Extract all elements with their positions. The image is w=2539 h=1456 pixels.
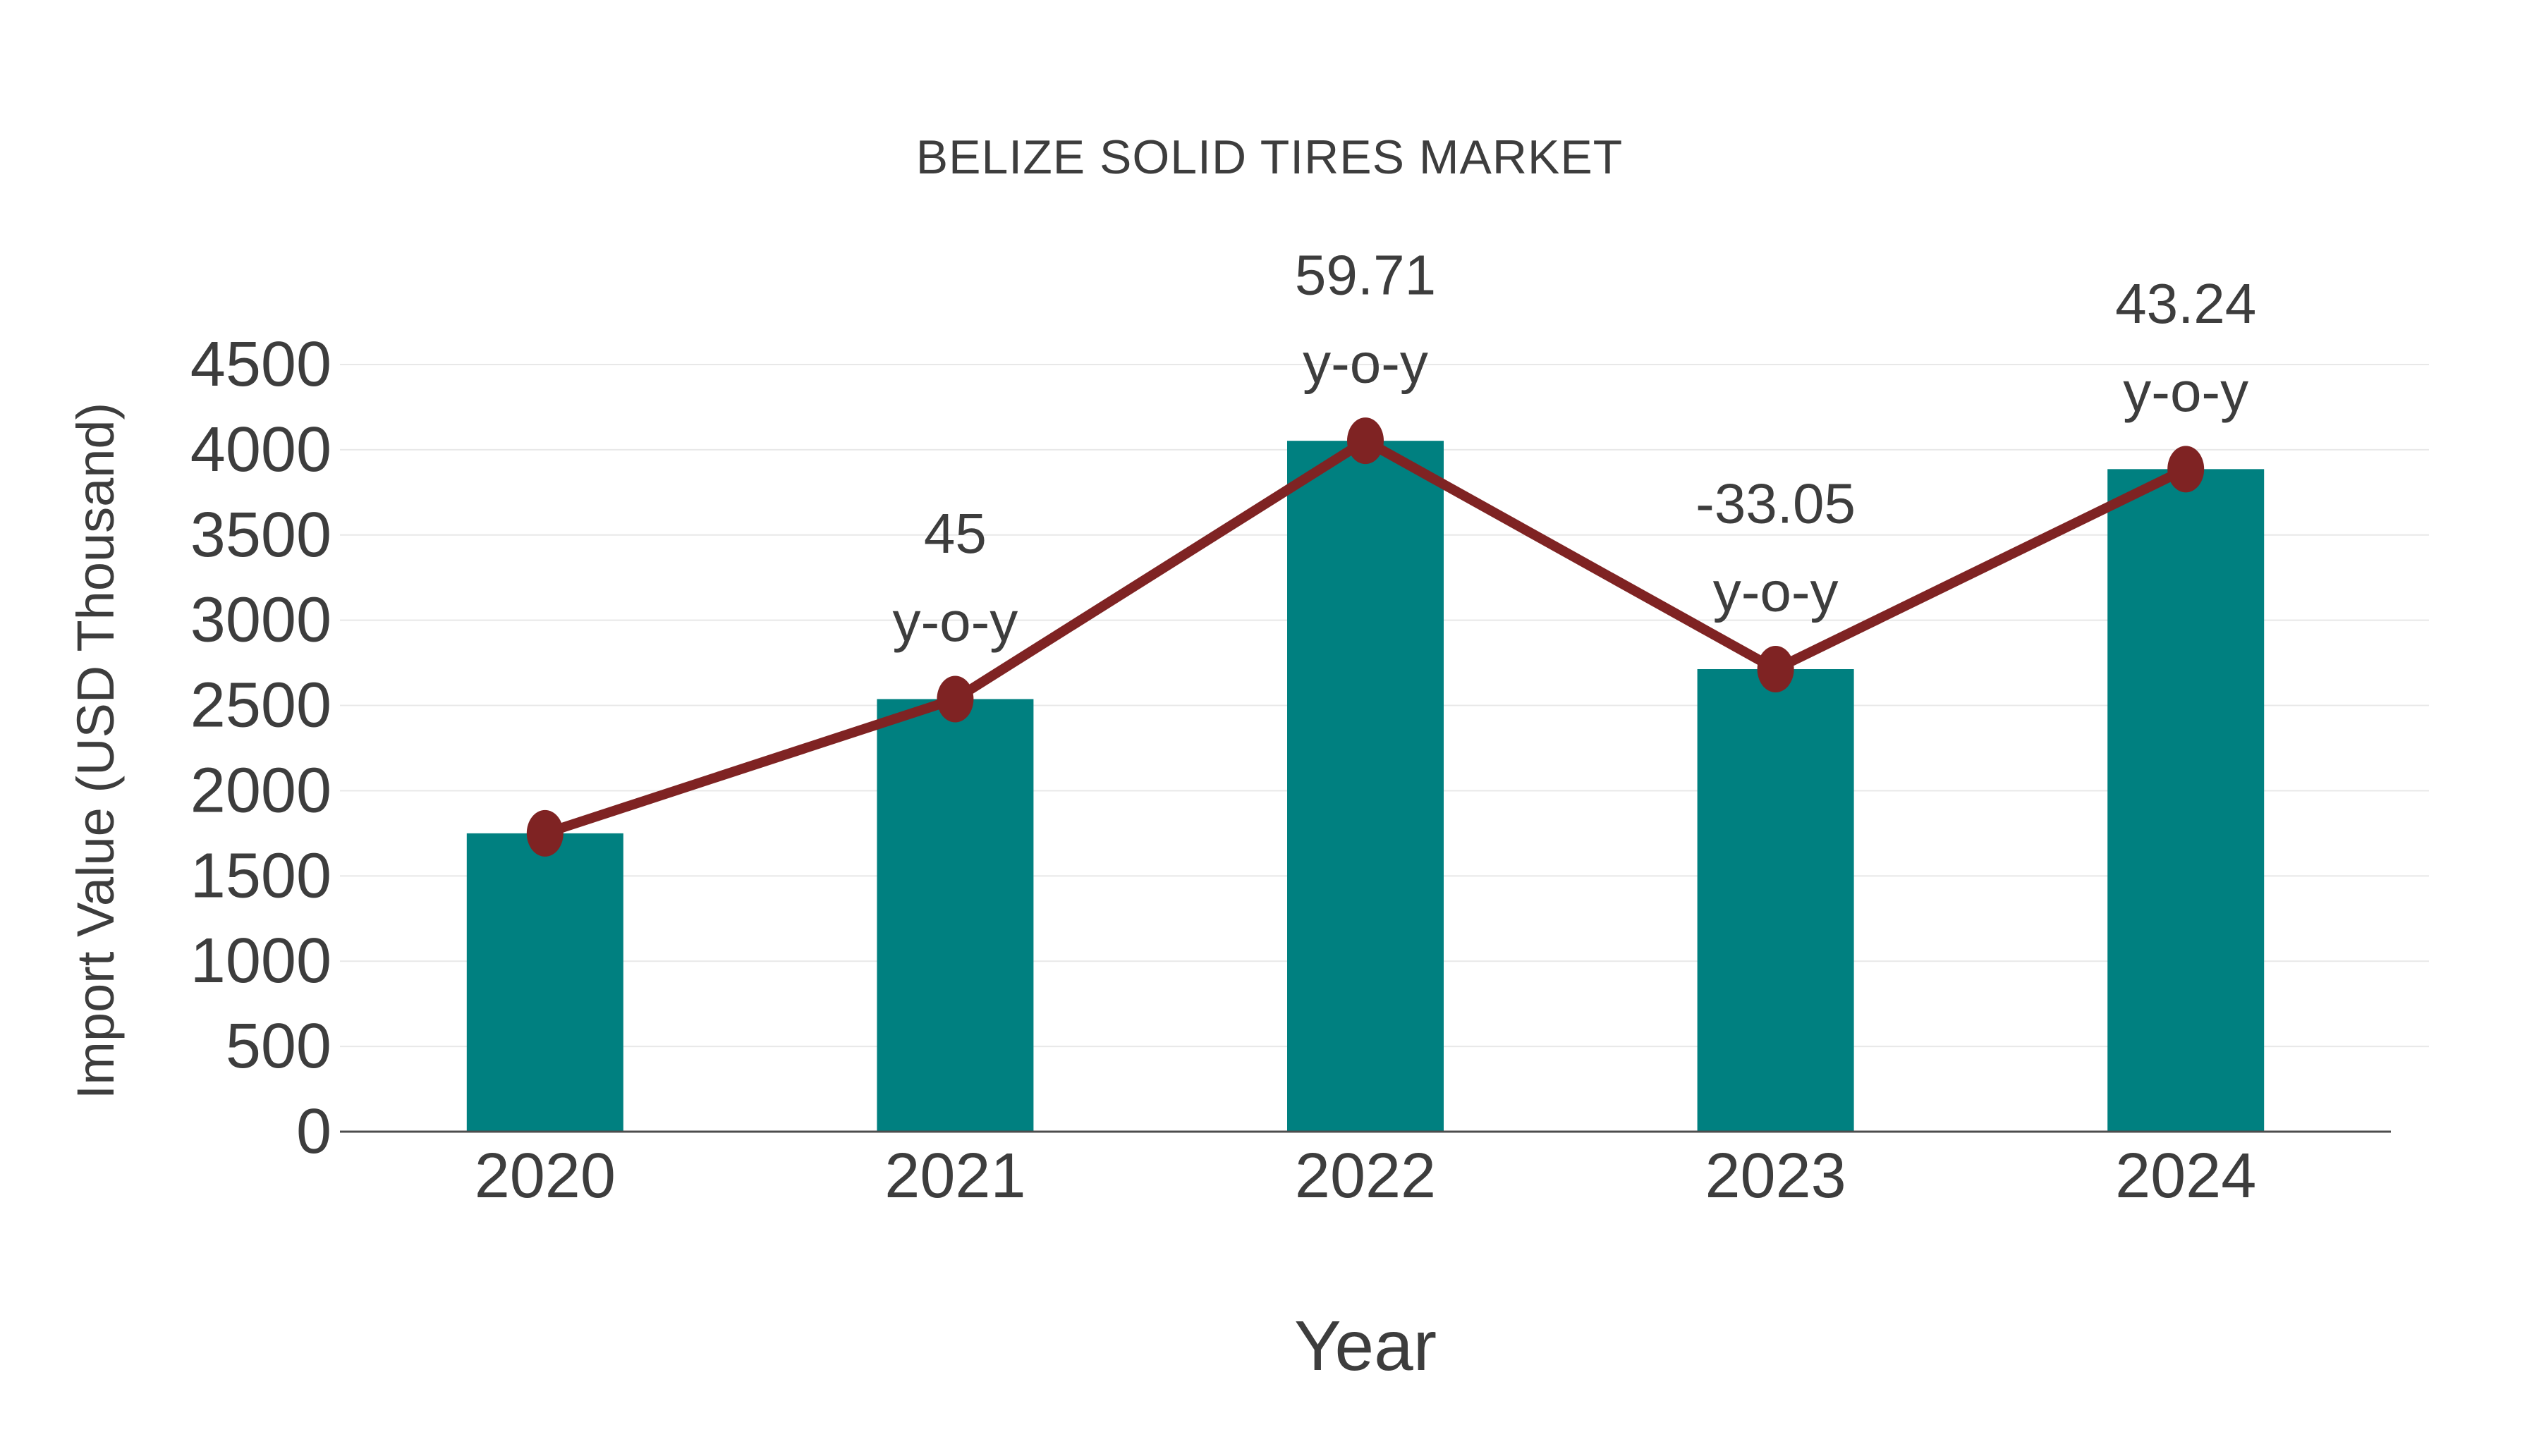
y-tick-label: 3500 [190,500,331,570]
annotation-suffix: y-o-y [1713,561,1839,623]
y-tick-label: 1500 [190,840,331,911]
annotation-value: 43.24 [2115,272,2256,335]
x-tick-label: 2023 [1705,1141,1846,1211]
data-point-marker [937,675,974,723]
data-point-marker [1347,417,1384,465]
y-tick-label: 0 [296,1096,331,1167]
annotation-value: -33.05 [1695,472,1856,535]
data-point-marker [1757,646,1794,693]
bar [466,833,623,1132]
y-tick-label: 4000 [190,415,331,485]
x-tick-label: 2022 [1295,1141,1436,1211]
annotation-suffix: y-o-y [893,590,1018,653]
x-axis-title: Year [1293,1307,1437,1385]
data-point-marker [2167,446,2205,493]
y-tick-label: 4500 [190,329,331,400]
y-tick-label: 500 [226,1011,331,1082]
chart-title: BELIZE SOLID TIRES MARKET [915,130,1624,184]
annotation-value: 45 [924,502,987,565]
x-tick-label: 2020 [475,1141,616,1211]
annotation-value: 59.71 [1295,244,1436,307]
y-axis-title: Import Value (USD Thousand) [66,402,125,1100]
bar [1697,669,1854,1132]
annotation-suffix: y-o-y [1303,332,1428,395]
bar [2107,469,2265,1132]
y-tick-label: 2000 [190,755,331,826]
x-tick-label: 2021 [884,1141,1025,1211]
bar [877,699,1034,1132]
y-tick-label: 3000 [190,585,331,656]
y-tick-label: 1000 [190,926,331,996]
bar [1287,441,1444,1132]
y-tick-label: 2500 [190,671,331,741]
annotation-suffix: y-o-y [2123,360,2248,423]
x-tick-label: 2024 [2115,1141,2256,1211]
data-point-marker [526,809,564,857]
